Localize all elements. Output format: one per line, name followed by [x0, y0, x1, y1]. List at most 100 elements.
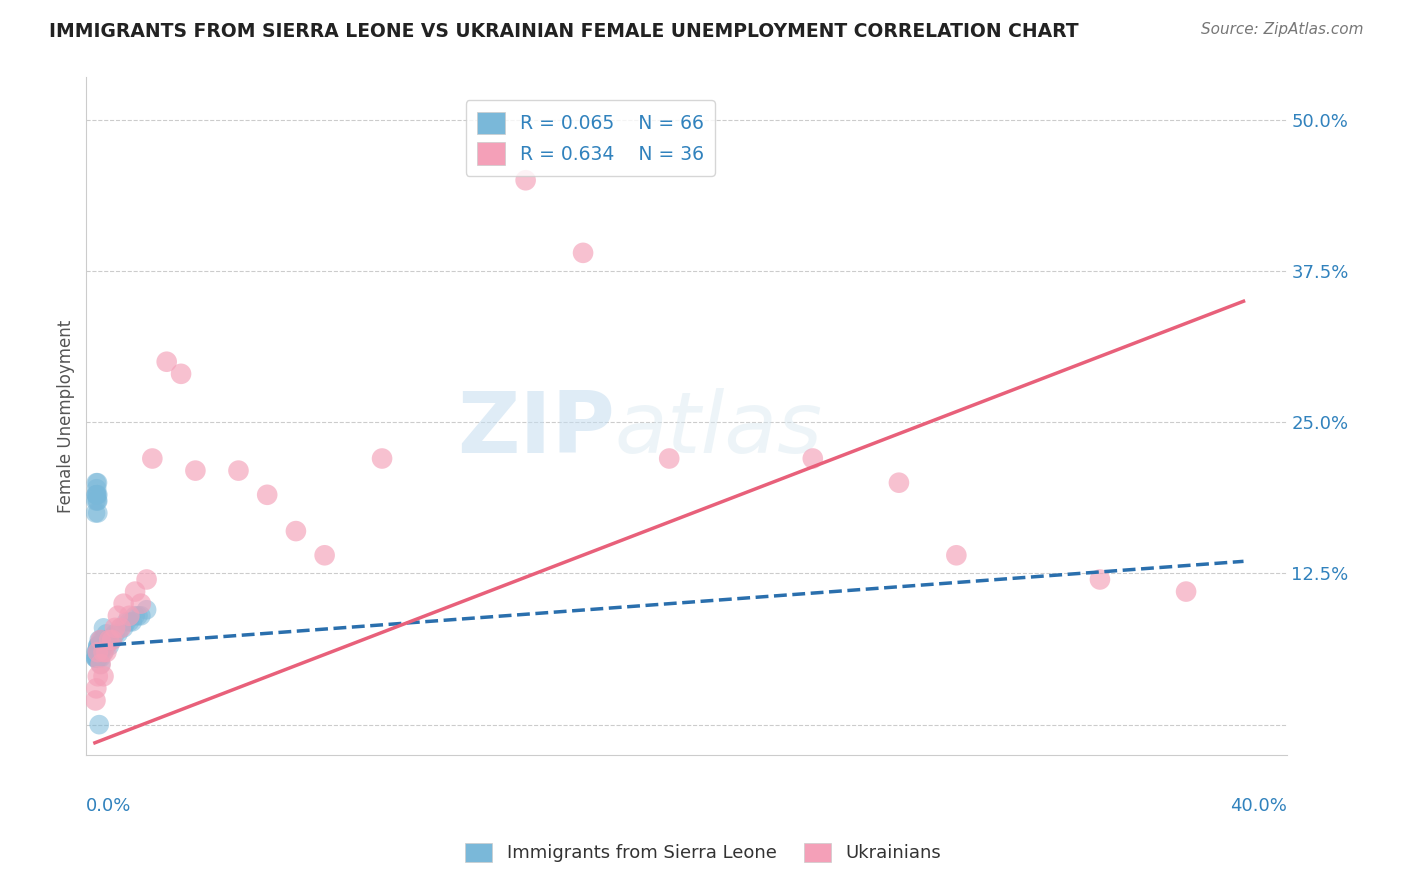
Point — [93, 639, 115, 653]
Point — [110, 621, 132, 635]
Point — [90, 632, 112, 647]
Point — [135, 603, 157, 617]
Point — [87, 669, 110, 683]
Point — [86, 651, 108, 665]
Point — [115, 615, 138, 629]
Point — [156, 355, 179, 369]
Point — [801, 451, 824, 466]
Point — [84, 488, 107, 502]
Point — [314, 549, 336, 563]
Point — [87, 639, 110, 653]
Point — [124, 584, 146, 599]
Point — [121, 615, 143, 629]
Point — [87, 488, 110, 502]
Point — [96, 645, 118, 659]
Point — [515, 173, 537, 187]
Point — [86, 651, 108, 665]
Point — [86, 488, 108, 502]
Point — [101, 632, 124, 647]
Point — [86, 651, 108, 665]
Point — [101, 632, 124, 647]
Point — [91, 632, 114, 647]
Point — [284, 524, 307, 538]
Point — [87, 651, 110, 665]
Point — [129, 597, 152, 611]
Point — [87, 506, 110, 520]
Point — [107, 627, 129, 641]
Point — [118, 615, 141, 629]
Point — [98, 639, 121, 653]
Point — [87, 639, 110, 653]
Point — [1088, 573, 1111, 587]
Point — [93, 621, 115, 635]
Point — [112, 621, 135, 635]
Point — [96, 627, 118, 641]
Point — [87, 645, 110, 659]
Point — [87, 639, 110, 653]
Point — [104, 621, 127, 635]
Point — [90, 657, 112, 672]
Point — [89, 632, 111, 647]
Point — [90, 639, 112, 653]
Legend: R = 0.065    N = 66, R = 0.634    N = 36: R = 0.065 N = 66, R = 0.634 N = 36 — [465, 101, 716, 176]
Text: 0.0%: 0.0% — [86, 797, 132, 814]
Point — [96, 639, 118, 653]
Point — [84, 645, 107, 659]
Point — [256, 488, 278, 502]
Point — [141, 451, 163, 466]
Point — [945, 549, 967, 563]
Text: Source: ZipAtlas.com: Source: ZipAtlas.com — [1201, 22, 1364, 37]
Point — [135, 573, 157, 587]
Point — [86, 475, 108, 490]
Point — [98, 632, 121, 647]
Legend: Immigrants from Sierra Leone, Ukrainians: Immigrants from Sierra Leone, Ukrainians — [458, 836, 948, 870]
Point — [87, 493, 110, 508]
Point — [184, 464, 207, 478]
Point — [90, 645, 112, 659]
Point — [228, 464, 250, 478]
Point — [93, 645, 115, 659]
Point — [89, 639, 111, 653]
Y-axis label: Female Unemployment: Female Unemployment — [58, 319, 75, 513]
Point — [170, 367, 193, 381]
Point — [87, 645, 110, 659]
Point — [93, 632, 115, 647]
Point — [89, 639, 111, 653]
Point — [124, 608, 146, 623]
Point — [112, 597, 135, 611]
Point — [84, 651, 107, 665]
Point — [93, 645, 115, 659]
Point — [84, 693, 107, 707]
Point — [84, 651, 107, 665]
Text: ZIP: ZIP — [457, 388, 614, 471]
Point — [89, 651, 111, 665]
Text: IMMIGRANTS FROM SIERRA LEONE VS UKRAINIAN FEMALE UNEMPLOYMENT CORRELATION CHART: IMMIGRANTS FROM SIERRA LEONE VS UKRAINIA… — [49, 22, 1078, 41]
Point — [90, 657, 112, 672]
Point — [371, 451, 394, 466]
Point — [107, 608, 129, 623]
Point — [129, 608, 152, 623]
Point — [90, 639, 112, 653]
Point — [572, 245, 595, 260]
Point — [89, 645, 111, 659]
Point — [98, 632, 121, 647]
Point — [104, 627, 127, 641]
Text: atlas: atlas — [614, 388, 823, 471]
Point — [87, 645, 110, 659]
Point — [93, 639, 115, 653]
Point — [96, 632, 118, 647]
Point — [87, 651, 110, 665]
Point — [86, 493, 108, 508]
Point — [86, 645, 108, 659]
Point — [86, 482, 108, 496]
Text: 40.0%: 40.0% — [1230, 797, 1286, 814]
Point — [84, 493, 107, 508]
Point — [658, 451, 681, 466]
Point — [87, 645, 110, 659]
Point — [86, 488, 108, 502]
Point — [118, 608, 141, 623]
Point — [1175, 584, 1198, 599]
Point — [86, 681, 108, 696]
Point — [90, 632, 112, 647]
Point — [127, 608, 149, 623]
